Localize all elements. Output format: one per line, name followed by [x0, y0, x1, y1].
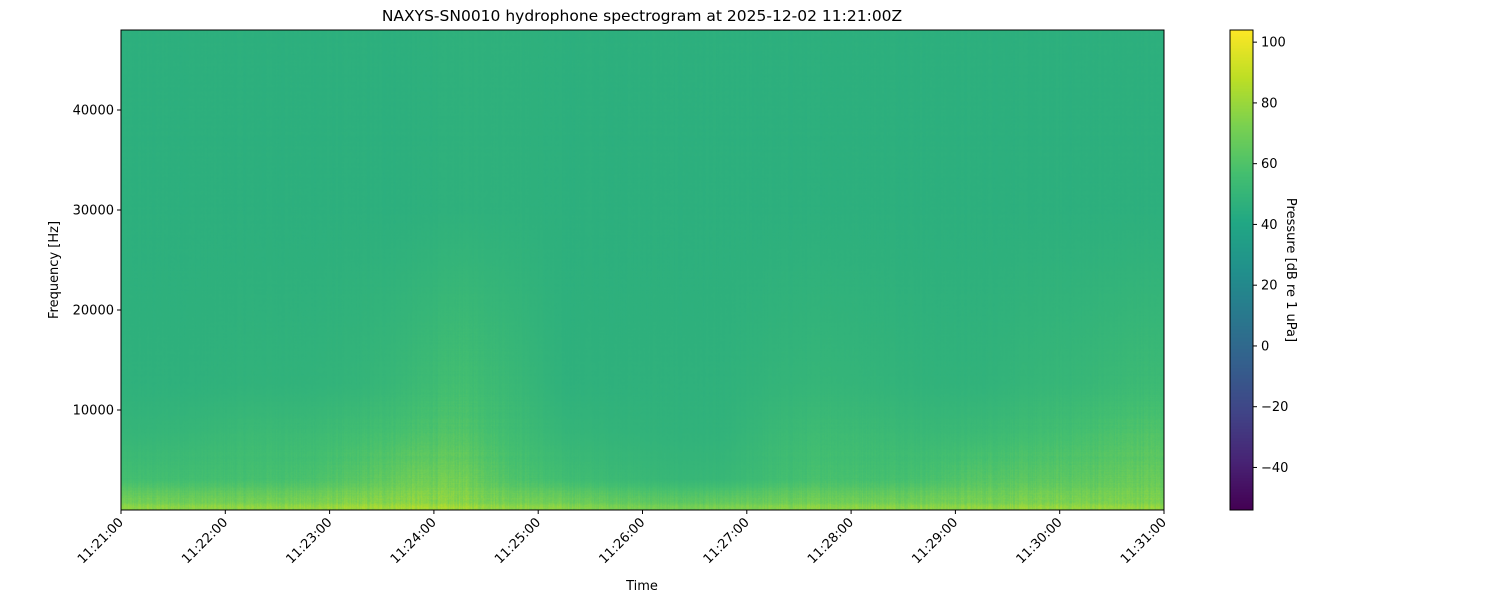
x-tick-label: 11:21:00: [75, 515, 127, 567]
x-tick-label: 11:22:00: [179, 515, 231, 567]
x-tick-label: 11:30:00: [1014, 515, 1066, 567]
plot-frame: [120, 29, 1165, 511]
colorbar-tick-label: 40: [1261, 218, 1278, 233]
y-tick-label: 30000: [73, 204, 114, 219]
colorbar-tick-label: 80: [1261, 96, 1278, 111]
colorbar-tick-label: 20: [1261, 279, 1278, 294]
y-axis-label: Frequency [Hz]: [47, 221, 62, 319]
x-tick-label: 11:28:00: [805, 515, 857, 567]
x-tick-label: 11:31:00: [1118, 515, 1170, 567]
x-tick-label: 11:27:00: [701, 515, 753, 567]
x-tick-label: 11:29:00: [909, 515, 961, 567]
colorbar-tick-label: 60: [1261, 157, 1278, 172]
colorbar-frame: [1229, 29, 1254, 511]
colorbar-tick-label: 100: [1261, 36, 1286, 51]
x-tick-label: 11:25:00: [492, 515, 544, 567]
colorbar-tick-label: −40: [1261, 461, 1288, 476]
y-tick-label: 10000: [73, 404, 114, 419]
x-tick-label: 11:26:00: [596, 515, 648, 567]
spectrogram-image: [121, 30, 1164, 510]
chart-title: NAXYS-SN0010 hydrophone spectrogram at 2…: [382, 7, 902, 25]
colorbar-gradient: [1230, 30, 1253, 510]
y-tick-label: 20000: [73, 304, 114, 319]
y-tick-label: 40000: [73, 104, 114, 119]
x-tick-label: 11:23:00: [284, 515, 336, 567]
x-tick-label: 11:24:00: [388, 515, 440, 567]
colorbar-label: Pressure [dB re 1 uPa]: [1283, 198, 1298, 342]
colorbar-tick-label: −20: [1261, 400, 1288, 415]
colorbar-tick-label: 0: [1261, 339, 1269, 354]
x-axis-label: Time: [625, 579, 658, 594]
